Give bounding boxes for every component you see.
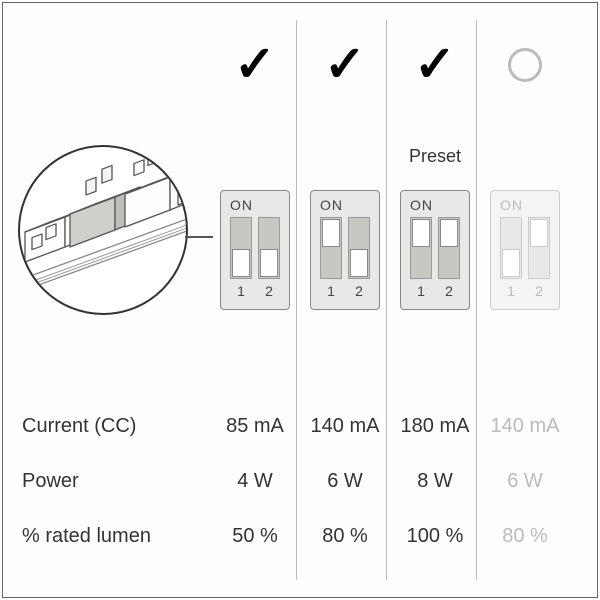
dip-on-label: ON bbox=[498, 197, 552, 213]
dip-number-label: 2 bbox=[348, 283, 370, 299]
dip-switch: ON 12 bbox=[310, 190, 380, 310]
dip-knob bbox=[530, 219, 548, 247]
dip-slot bbox=[320, 217, 342, 279]
check-icon: ✓ bbox=[390, 35, 480, 93]
row-label: % rated lumen bbox=[22, 525, 151, 548]
dip-switch: ON 12 bbox=[400, 190, 470, 310]
row-label: Power bbox=[22, 470, 79, 493]
column-divider bbox=[476, 20, 477, 580]
dip-slot bbox=[500, 217, 522, 279]
dip-number-label: 2 bbox=[258, 283, 280, 299]
data-cell: 4 W bbox=[210, 470, 300, 493]
data-cell: 85 mA bbox=[210, 415, 300, 438]
dip-slot bbox=[230, 217, 252, 279]
data-cell: 80 % bbox=[300, 525, 390, 548]
dip-switch: ON 12 bbox=[490, 190, 560, 310]
row-label: Current (CC) bbox=[22, 415, 136, 438]
data-cell: 6 W bbox=[480, 470, 570, 493]
check-icon: ✓ bbox=[210, 35, 300, 93]
dip-number-label: 1 bbox=[230, 283, 252, 299]
illustration-leader-line bbox=[185, 236, 213, 238]
preset-label: Preset bbox=[390, 146, 480, 167]
dip-slot bbox=[410, 217, 432, 279]
dip-number-label: 1 bbox=[410, 283, 432, 299]
dip-knob bbox=[412, 219, 430, 247]
dip-slot bbox=[258, 217, 280, 279]
data-cell: 8 W bbox=[390, 470, 480, 493]
dip-number-label: 2 bbox=[438, 283, 460, 299]
dip-on-label: ON bbox=[228, 197, 282, 213]
dip-knob bbox=[502, 249, 520, 277]
dip-knob bbox=[440, 219, 458, 247]
dip-knob bbox=[232, 249, 250, 277]
dip-slot bbox=[438, 217, 460, 279]
dip-on-label: ON bbox=[318, 197, 372, 213]
data-cell: 6 W bbox=[300, 470, 390, 493]
column-divider bbox=[296, 20, 297, 580]
data-cell: 140 mA bbox=[300, 415, 390, 438]
dip-knob bbox=[322, 219, 340, 247]
dip-slot bbox=[528, 217, 550, 279]
dip-knob bbox=[350, 249, 368, 277]
dip-slot bbox=[348, 217, 370, 279]
dip-knob bbox=[260, 249, 278, 277]
dip-number-label: 1 bbox=[500, 283, 522, 299]
data-cell: 50 % bbox=[210, 525, 300, 548]
column-divider bbox=[386, 20, 387, 580]
circle-icon bbox=[508, 48, 542, 82]
data-cell: 180 mA bbox=[390, 415, 480, 438]
data-cell: 80 % bbox=[480, 525, 570, 548]
dip-number-label: 1 bbox=[320, 283, 342, 299]
dip-on-label: ON bbox=[408, 197, 462, 213]
dip-switch: ON 12 bbox=[220, 190, 290, 310]
data-cell: 100 % bbox=[390, 525, 480, 548]
dip-number-label: 2 bbox=[528, 283, 550, 299]
check-icon: ✓ bbox=[300, 35, 390, 93]
data-cell: 140 mA bbox=[480, 415, 570, 438]
dip-illustration bbox=[18, 145, 188, 315]
